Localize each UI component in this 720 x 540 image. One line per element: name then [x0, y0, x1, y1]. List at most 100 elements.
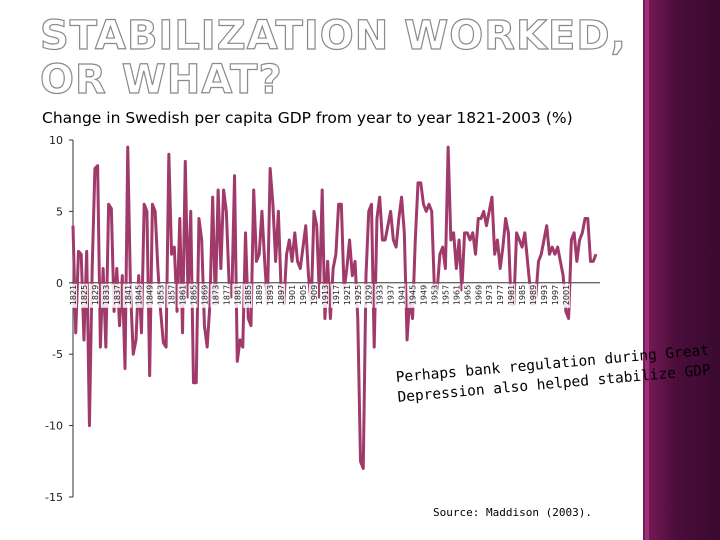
x-tick-label: 1945	[409, 285, 418, 305]
x-tick-label-bg	[221, 283, 231, 308]
x-tick-label-bg	[287, 283, 297, 308]
x-tick-label-bg	[363, 283, 373, 308]
x-tick-label-bg	[232, 283, 242, 308]
x-tick-label-bg	[319, 283, 329, 308]
x-tick-label-bg	[407, 283, 417, 308]
x-tick-label-bg	[308, 283, 318, 308]
x-tick-label-bg	[560, 283, 570, 308]
slide-title: STABILIZATION WORKED, OR WHAT?	[39, 13, 627, 103]
y-axis: 10 5 0 -5 -10 -15	[45, 134, 74, 504]
x-tick-label: 1965	[463, 285, 472, 305]
x-tick-label: 1977	[496, 285, 505, 305]
y-tick-label: -10	[45, 420, 63, 433]
x-tick-label-bg	[199, 283, 209, 308]
x-tick-label-bg	[538, 283, 548, 308]
x-tick-label-bg	[166, 283, 176, 308]
x-tick-label: 1845	[135, 285, 144, 305]
x-tick-label-bg	[484, 283, 494, 308]
x-tick-label: 1941	[398, 285, 407, 305]
x-tick-label-bg	[68, 283, 77, 308]
slide-title-line-1: STABILIZATION WORKED,	[39, 13, 627, 59]
x-tick-label: 1997	[551, 285, 560, 305]
x-tick-label: 1985	[518, 285, 527, 305]
x-tick-label: 1865	[190, 285, 199, 305]
x-tick-label: 1901	[288, 285, 297, 305]
x-tick-label-bg	[549, 283, 559, 308]
x-tick-label-bg	[122, 283, 132, 308]
x-tick-label-bg	[243, 283, 253, 308]
x-tick-label: 1969	[474, 285, 483, 305]
x-tick-label-bg	[177, 283, 187, 308]
x-tick-label-bg	[385, 283, 395, 308]
x-tick-label: 1929	[365, 285, 374, 305]
x-tick-label-bg	[298, 283, 308, 308]
x-tick-label: 1829	[91, 285, 100, 305]
x-tick-label: 1937	[387, 285, 396, 305]
x-tick-label: 1913	[321, 285, 330, 305]
x-tick-label: 1893	[266, 285, 275, 305]
x-tick-label-bg	[451, 283, 461, 308]
x-tick-label: 1873	[211, 285, 220, 305]
y-tick-label: -5	[52, 348, 63, 361]
x-tick-label: 1861	[179, 285, 188, 305]
decorative-side-bar	[643, 0, 720, 540]
y-tick-label: -15	[45, 491, 63, 504]
y-tick-label: 0	[56, 277, 63, 290]
x-tick-label: 1957	[441, 285, 450, 305]
x-tick-label: 1837	[113, 285, 122, 305]
x-tick-label-bg	[429, 283, 439, 308]
x-tick-label: 1973	[485, 285, 494, 305]
x-tick-label-bg	[188, 283, 198, 308]
x-tick-label-bg	[155, 283, 165, 308]
x-tick-label: 1989	[529, 285, 538, 305]
x-tick-label: 1833	[102, 285, 111, 305]
x-tick-label: 2001	[562, 285, 571, 305]
x-tick-label-bg	[144, 283, 154, 308]
x-tick-label: 1881	[233, 285, 242, 305]
x-tick-label-bg	[89, 283, 99, 308]
x-tick-label-bg	[276, 283, 286, 308]
x-tick-label: 1849	[146, 285, 155, 305]
x-tick-label-bg	[341, 283, 351, 308]
x-tick-label: 1905	[299, 285, 308, 305]
x-tick-label: 1993	[540, 285, 549, 305]
x-tick-label-bg	[506, 283, 516, 308]
x-tick-label-bg	[78, 283, 88, 308]
x-tick-label-bg	[396, 283, 406, 308]
x-tick-label: 1949	[420, 285, 429, 305]
x-tick-label: 1821	[69, 285, 78, 305]
x-tick-label: 1961	[452, 285, 461, 305]
x-tick-label-bg	[330, 283, 340, 308]
x-tick-label: 1909	[310, 285, 319, 305]
x-tick-label: 1953	[430, 285, 439, 305]
x-tick-label-bg	[473, 283, 483, 308]
x-tick-label-bg	[352, 283, 362, 308]
x-tick-label-bg	[265, 283, 275, 308]
x-tick-label-bg	[495, 283, 505, 308]
x-tick-label-bg	[517, 283, 527, 308]
x-tick-label-bg	[528, 283, 538, 308]
x-axis-labels: 1821 1825 1829 1833 1837 1841 1845 1849 1853 1857…	[68, 283, 571, 308]
x-tick-label-bg	[418, 283, 428, 308]
x-tick-label: 1885	[244, 285, 253, 305]
x-tick-label: 1877	[222, 285, 231, 305]
x-tick-label-bg	[462, 283, 472, 308]
x-tick-label: 1933	[376, 285, 385, 305]
x-tick-label: 1853	[157, 285, 166, 305]
x-tick-label-bg	[440, 283, 450, 308]
chart-title: Change in Swedish per capita GDP from ye…	[42, 109, 573, 127]
x-tick-label-bg	[100, 283, 110, 308]
y-tick-label: 5	[56, 205, 63, 218]
x-tick-label-bg	[111, 283, 121, 308]
x-tick-label: 1889	[255, 285, 264, 305]
x-tick-label: 1917	[332, 285, 341, 305]
x-tick-label: 1841	[124, 285, 133, 305]
x-tick-label-bg	[210, 283, 220, 308]
x-tick-label-bg	[254, 283, 264, 308]
x-tick-label-bg	[133, 283, 143, 308]
x-tick-label-bg	[374, 283, 384, 308]
slide-title-line-2: OR WHAT?	[39, 57, 283, 103]
x-tick-label: 1857	[168, 285, 177, 305]
x-tick-label: 1825	[80, 285, 89, 305]
